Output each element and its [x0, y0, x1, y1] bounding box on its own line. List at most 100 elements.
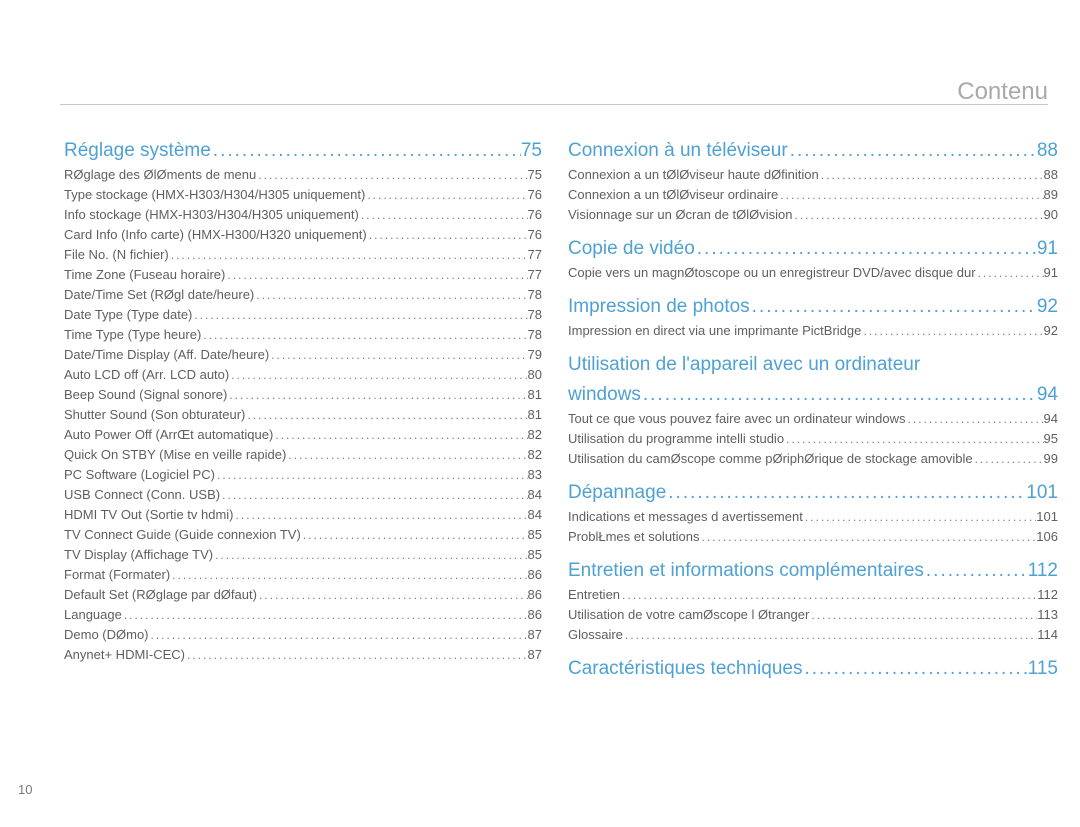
toc-sub-entry[interactable]: PC Software (Logiciel PC)83: [64, 467, 542, 482]
toc-sub-label: Entretien: [568, 587, 620, 602]
toc-section-entry[interactable]: Entretien et informations complémentaire…: [568, 560, 1058, 582]
toc-sub-entry[interactable]: Utilisation du programme intelli studio9…: [568, 431, 1058, 446]
toc-leader: [286, 448, 527, 462]
toc-sub-label: Connexion a un tØlØviseur haute dØfiniti…: [568, 167, 819, 182]
toc-leader: [976, 266, 1044, 280]
toc-sub-entry[interactable]: TV Connect Guide (Guide connexion TV)85: [64, 527, 542, 542]
toc-sub-label: Utilisation du camØscope comme pØriphØri…: [568, 451, 973, 466]
toc-sub-entry[interactable]: Default Set (RØglage par dØfaut) 86: [64, 587, 542, 602]
toc-leader: [803, 510, 1036, 524]
toc-sub-entry[interactable]: Time Zone (Fuseau horaire)77: [64, 267, 542, 282]
toc-sub-entry[interactable]: Shutter Sound (Son obturateur)81: [64, 407, 542, 422]
toc-section-entry[interactable]: Réglage système 75: [64, 140, 542, 162]
toc-section-entry[interactable]: Impression de photos 92: [568, 296, 1058, 318]
toc-sub-label: Language: [64, 607, 122, 622]
toc-section-entry[interactable]: windows 94: [568, 384, 1058, 406]
toc-sub-entry[interactable]: Language 86: [64, 607, 542, 622]
toc-sub-page: 99: [1044, 451, 1058, 466]
toc-sub-label: Impression en direct via une imprimante …: [568, 323, 861, 338]
toc-sub-page: 106: [1036, 529, 1058, 544]
toc-leader: [245, 408, 527, 422]
toc-leader: [750, 296, 1037, 318]
toc-leader: [122, 608, 528, 622]
toc-sub-entry[interactable]: Utilisation de votre camØscope l Øtrange…: [568, 607, 1058, 622]
toc-sub-entry[interactable]: Quick On STBY (Mise en veille rapide)82: [64, 447, 542, 462]
toc-leader: [788, 140, 1037, 162]
toc-sub-page: 80: [528, 367, 542, 382]
toc-sub-entry[interactable]: Anynet+ HDMI-CEC)87: [64, 647, 542, 662]
toc-sub-entry[interactable]: Connexion a un tØlØviseur ordinaire89: [568, 187, 1058, 202]
toc-sub-entry[interactable]: Beep Sound (Signal sonore)81: [64, 387, 542, 402]
toc-sub-entry[interactable]: HDMI TV Out (Sortie tv hdmi)84: [64, 507, 542, 522]
toc-sub-label: Time Type (Type heure): [64, 327, 201, 342]
toc-leader: [225, 268, 527, 282]
toc-sub-entry[interactable]: ProblŁmes et solutions106: [568, 529, 1058, 544]
toc-leader: [809, 608, 1037, 622]
toc-leader: [185, 648, 528, 662]
toc-sub-entry[interactable]: File No. (N fichier)77: [64, 247, 542, 262]
toc-leader: [169, 248, 528, 262]
toc-leader: [367, 228, 528, 242]
toc-sub-label: Date/Time Display (Aff. Date/heure): [64, 347, 269, 362]
toc-sub-page: 86: [528, 587, 542, 602]
toc-sub-entry[interactable]: Time Type (Type heure)78: [64, 327, 542, 342]
toc-leader: [802, 658, 1027, 680]
toc-sub-entry[interactable]: Indications et messages d avertissement1…: [568, 509, 1058, 524]
toc-section-entry[interactable]: Caractéristiques techniques 115: [568, 658, 1058, 680]
toc-leader: [778, 188, 1043, 202]
toc-leader: [301, 528, 528, 542]
toc-leader: [227, 388, 527, 402]
toc-section: Réglage système 75 RØglage des ØlØments d…: [64, 140, 542, 662]
toc-sub-entry[interactable]: Auto Power Off (ArrŒt automatique)82: [64, 427, 542, 442]
toc-sub-entry[interactable]: Date Type (Type date)78: [64, 307, 542, 322]
toc-sub-entry[interactable]: RØglage des ØlØments de menu75: [64, 167, 542, 182]
toc-sub-entry[interactable]: Tout ce que vous pouvez faire avec un or…: [568, 411, 1058, 426]
toc-sub-label: Card Info (Info carte) (HMX-H300/H320 un…: [64, 227, 367, 242]
toc-sub-label: Shutter Sound (Son obturateur): [64, 407, 245, 422]
toc-sub-entry[interactable]: Entretien112: [568, 587, 1058, 602]
toc-section-title: Caractéristiques techniques: [568, 658, 802, 680]
toc-leader: [924, 560, 1028, 582]
toc-leader: [861, 324, 1043, 338]
toc-sub-page: 89: [1044, 187, 1058, 202]
toc-sub-entry[interactable]: Auto LCD off (Arr. LCD auto)80: [64, 367, 542, 382]
toc-sub-label: Default Set (RØglage par dØfaut): [64, 587, 257, 602]
toc-sub-entry[interactable]: Utilisation du camØscope comme pØriphØri…: [568, 451, 1058, 466]
toc-sub-label: Visionnage sur un Øcran de tØlØvision: [568, 207, 793, 222]
toc-section-entry[interactable]: Dépannage 101: [568, 482, 1058, 504]
toc-section-page: 88: [1037, 140, 1058, 162]
toc-section-entry[interactable]: Copie de vidéo 91: [568, 238, 1058, 260]
toc-sub-entry[interactable]: Glossaire114: [568, 627, 1058, 642]
toc-sub-label: HDMI TV Out (Sortie tv hdmi): [64, 507, 234, 522]
toc-sub-label: PC Software (Logiciel PC): [64, 467, 215, 482]
toc-sub-entry[interactable]: Date/Time Set (RØgl date/heure)78: [64, 287, 542, 302]
toc-sub-label: Beep Sound (Signal sonore): [64, 387, 227, 402]
toc-leader: [213, 548, 527, 562]
toc-sub-page: 94: [1044, 411, 1058, 426]
toc-sub-page: 86: [528, 607, 542, 622]
toc-sub-entry[interactable]: USB Connect (Conn. USB)84: [64, 487, 542, 502]
toc-leader: [365, 188, 527, 202]
toc-sub-entry[interactable]: Impression en direct via une imprimante …: [568, 323, 1058, 338]
toc-sub-entry[interactable]: TV Display (Affichage TV)85: [64, 547, 542, 562]
toc-sub-entry[interactable]: Connexion a un tØlØviseur haute dØfiniti…: [568, 167, 1058, 182]
toc-sub-entry[interactable]: Demo (DØmo)87: [64, 627, 542, 642]
toc-sub-label: Tout ce que vous pouvez faire avec un or…: [568, 411, 905, 426]
toc-section-title: Utilisation de l'appareil avec un ordina…: [568, 354, 1058, 376]
toc-sub-page: 82: [528, 447, 542, 462]
toc-sub-entry[interactable]: Visionnage sur un Øcran de tØlØvision90: [568, 207, 1058, 222]
toc-section-title: Copie de vidéo: [568, 238, 695, 260]
toc-sub-entry[interactable]: Card Info (Info carte) (HMX-H300/H320 un…: [64, 227, 542, 242]
toc-sub-entry[interactable]: Type stockage (HMX-H303/H304/H305 unique…: [64, 187, 542, 202]
toc-section-title: Entretien et informations complémentaire…: [568, 560, 924, 582]
toc-sub-entry[interactable]: Info stockage (HMX-H303/H304/H305 unique…: [64, 207, 542, 222]
toc-sub-entry[interactable]: Format (Formater)86: [64, 567, 542, 582]
toc-sub-label: Time Zone (Fuseau horaire): [64, 267, 225, 282]
toc-leader: [359, 208, 528, 222]
toc-section-entry[interactable]: Connexion à un téléviseur 88: [568, 140, 1058, 162]
toc-sub-page: 85: [528, 527, 542, 542]
toc-sub-label: Date/Time Set (RØgl date/heure): [64, 287, 254, 302]
toc-sub-entry[interactable]: Date/Time Display (Aff. Date/heure)79: [64, 347, 542, 362]
toc-leader: [234, 508, 528, 522]
toc-sub-entry[interactable]: Copie vers un magnØtoscope ou un enregis…: [568, 265, 1058, 280]
